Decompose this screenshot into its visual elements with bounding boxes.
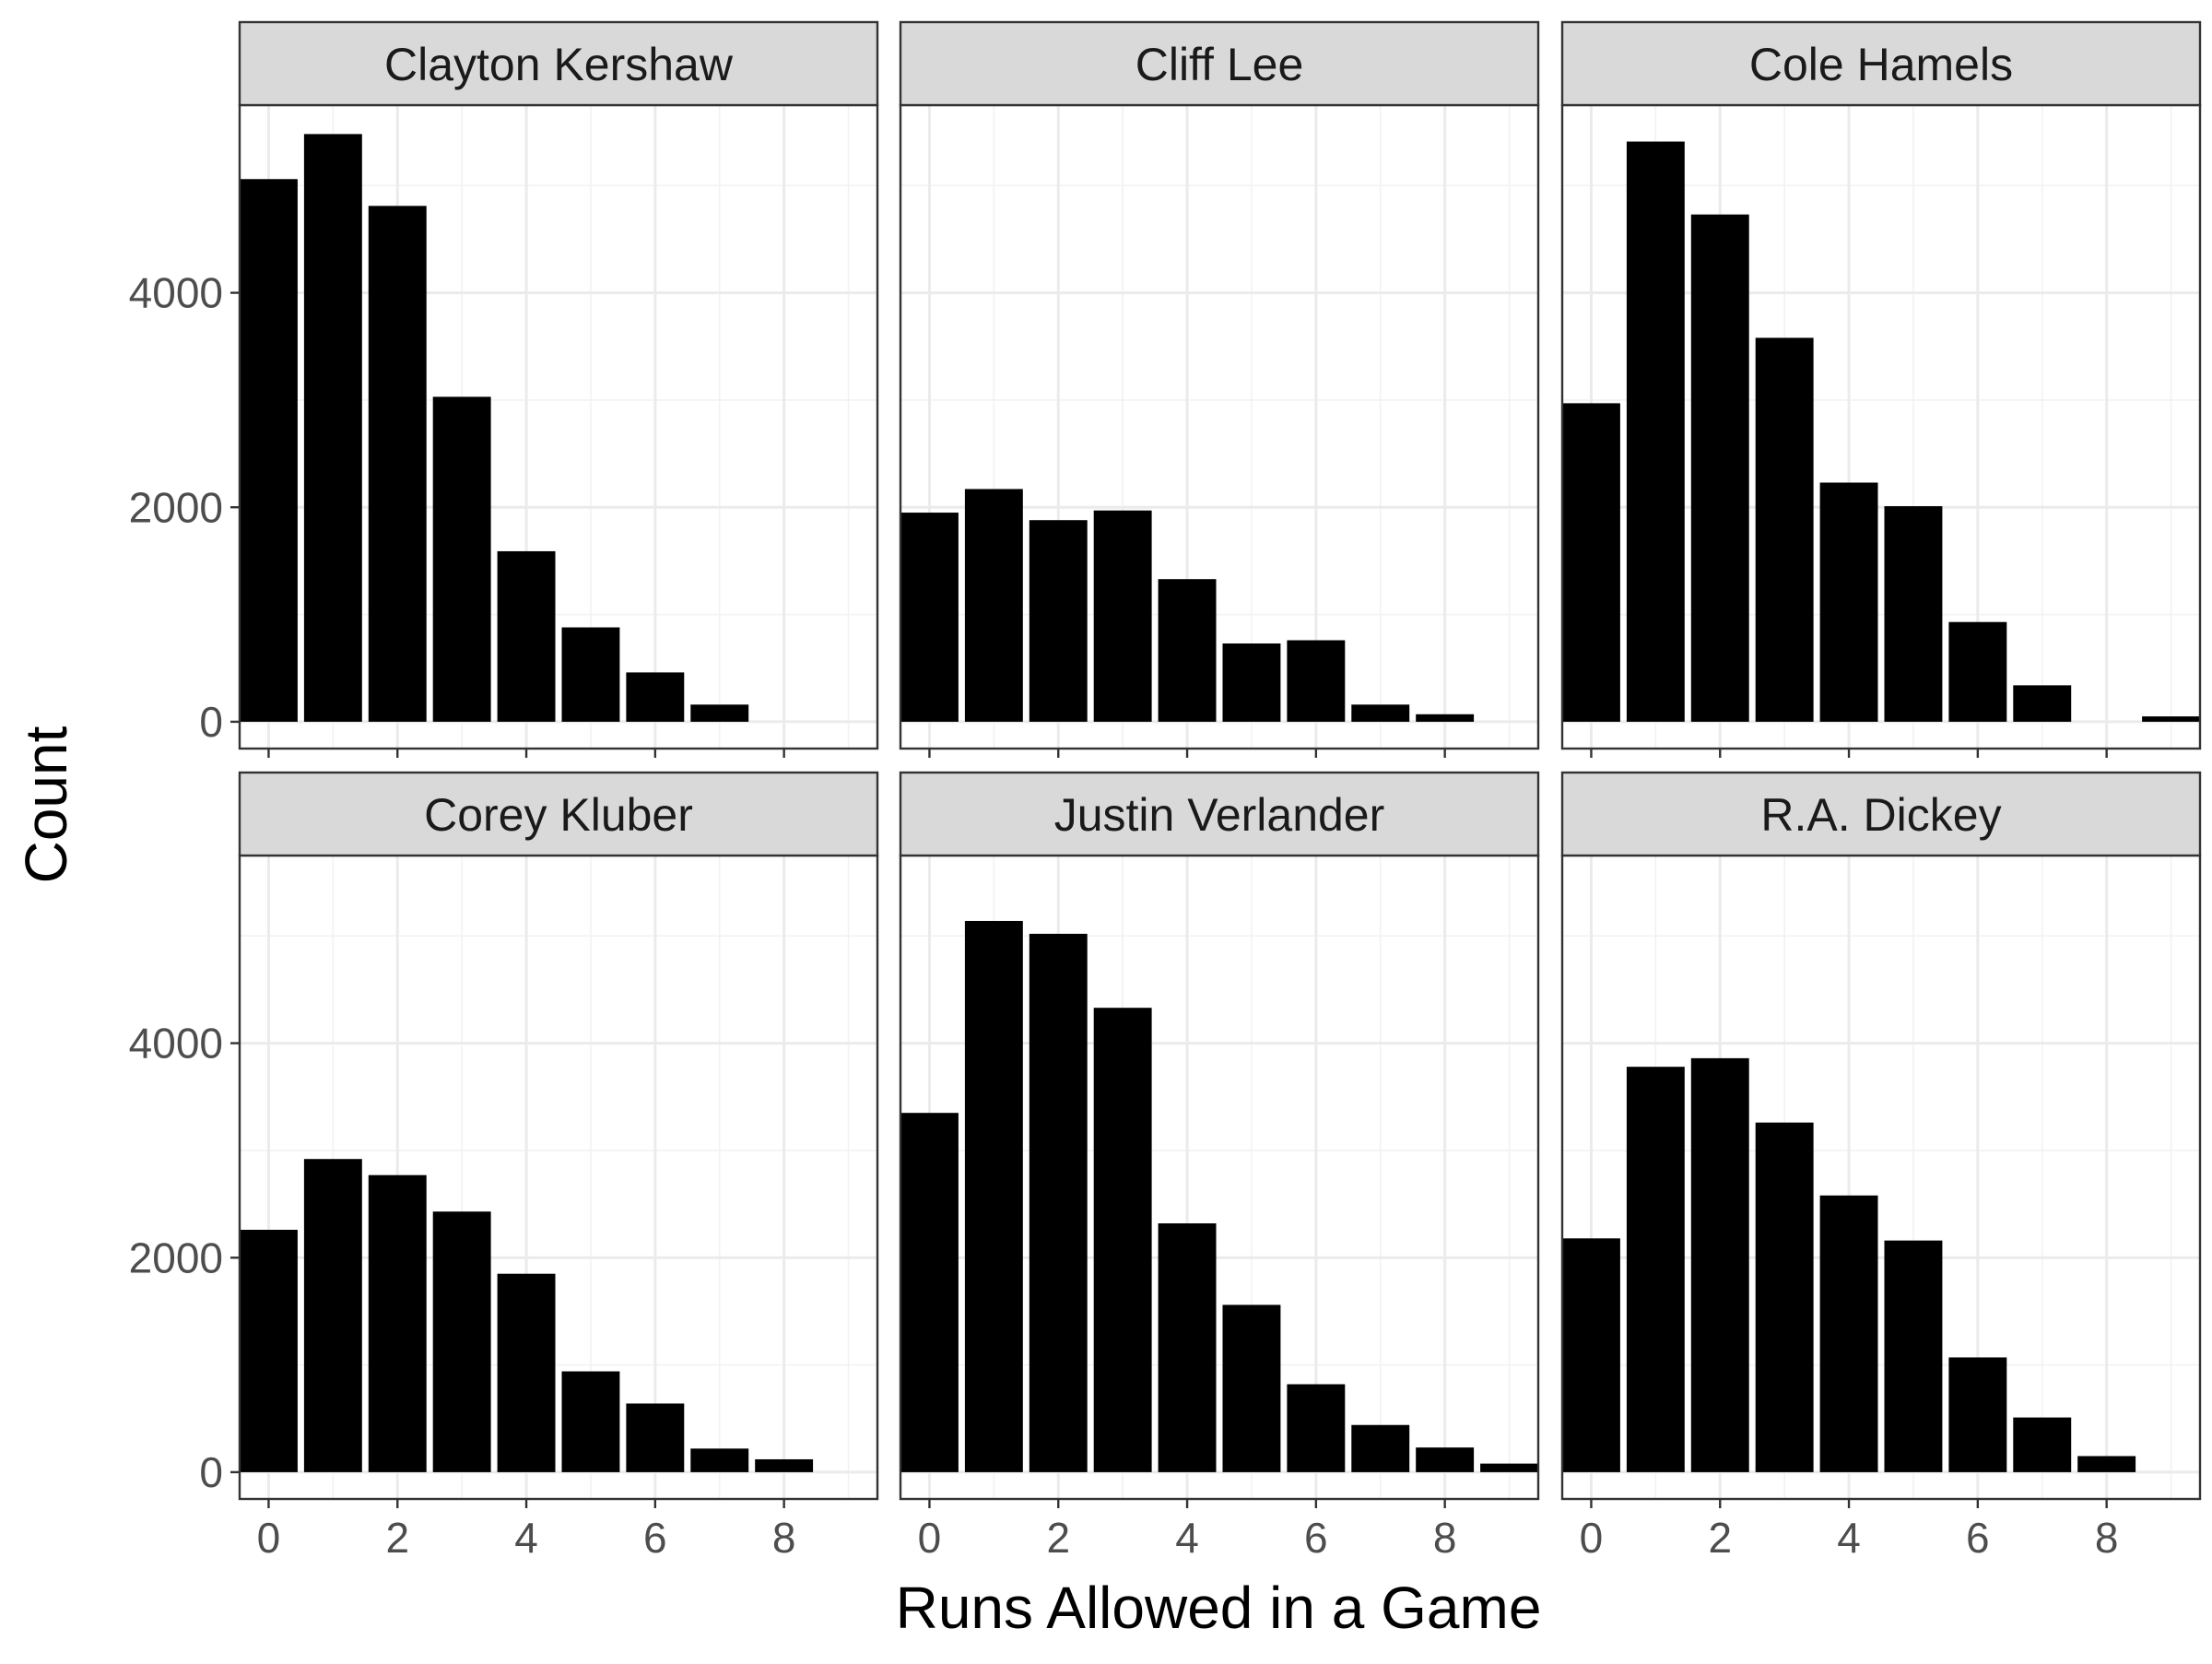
y-tick-label: 2000 (129, 1233, 223, 1281)
bar (2013, 685, 2071, 722)
bar (965, 489, 1023, 721)
x-tick-label: 6 (1304, 1514, 1328, 1562)
bar (498, 551, 556, 722)
x-tick-label: 2 (1046, 1514, 1070, 1562)
bar (1416, 714, 1474, 722)
bar (369, 1175, 427, 1472)
bar (900, 1113, 959, 1472)
bar (1287, 1385, 1345, 1472)
y-tick-label: 2000 (129, 483, 223, 531)
x-tick-label: 0 (1580, 1514, 1604, 1562)
x-tick-label: 4 (1175, 1514, 1199, 1562)
bar (369, 206, 427, 722)
x-tick-label: 4 (514, 1514, 538, 1562)
facet-panel: Corey Kluber 0 2000 4000 0 2 4 6 8 (129, 773, 877, 1562)
x-axis-title: Runs Allowed in a Game (896, 1575, 1542, 1641)
facet-panel: Cole Hamels (1562, 22, 2200, 758)
bar (2142, 716, 2200, 722)
bar (900, 513, 959, 722)
y-tick-label: 4000 (129, 1020, 223, 1068)
x-tick-label: 6 (643, 1514, 667, 1562)
bar (1159, 579, 1217, 722)
bar (690, 704, 748, 722)
bar (1884, 1241, 1942, 1472)
bar (498, 1274, 556, 1472)
bar (1222, 643, 1280, 722)
x-tick-label: 2 (385, 1514, 409, 1562)
bar (1562, 1238, 1620, 1472)
bar (304, 134, 362, 722)
bar (1030, 934, 1088, 1472)
bar (561, 1372, 619, 1472)
bar (1094, 1008, 1152, 1472)
facet-panel: Cliff Lee (900, 22, 1538, 758)
facet-panel: R.A. Dickey 0 2 4 6 8 (1562, 773, 2200, 1562)
facet-strip-label: Corey Kluber (424, 789, 693, 841)
x-tick-label: 2 (1708, 1514, 1732, 1562)
x-tick-label: 8 (1433, 1514, 1457, 1562)
bar (1480, 1464, 1538, 1472)
bar (2013, 1418, 2071, 1472)
bar (1416, 1447, 1474, 1472)
x-tick-label: 0 (257, 1514, 281, 1562)
bar (1820, 1196, 1878, 1472)
bar (690, 1448, 748, 1472)
bar (1094, 511, 1152, 722)
x-tick-label: 8 (2095, 1514, 2119, 1562)
bar (1884, 506, 1942, 722)
bar (433, 1211, 491, 1472)
bar (1820, 482, 1878, 721)
bar (1691, 1058, 1749, 1472)
bar (1756, 337, 1814, 721)
bar (1351, 704, 1409, 722)
bar (2077, 1456, 2136, 1471)
y-tick-label: 0 (199, 698, 223, 746)
bar (1222, 1304, 1280, 1471)
bar (1948, 1357, 2006, 1471)
x-tick-label: 6 (1966, 1514, 1990, 1562)
facet-strip-label: Justin Verlander (1054, 789, 1385, 841)
facet-panel: Clayton Kershaw 0 2000 4000 (129, 22, 877, 758)
bar (626, 1403, 684, 1471)
bar (1756, 1123, 1814, 1472)
bar (1627, 142, 1685, 722)
bar (1159, 1223, 1217, 1472)
facet-strip-label: Cole Hamels (1749, 39, 2013, 90)
bar (1627, 1067, 1685, 1472)
x-tick-label: 8 (772, 1514, 796, 1562)
y-tick-label: 4000 (129, 269, 223, 317)
bar (1351, 1425, 1409, 1472)
bar (433, 396, 491, 721)
bar (304, 1159, 362, 1472)
bar (1562, 403, 1620, 722)
facet-strip-label: Cliff Lee (1135, 39, 1304, 90)
y-tick-label: 0 (199, 1448, 223, 1496)
y-axis-title: Count (13, 726, 79, 883)
bar (965, 921, 1023, 1472)
bar (755, 1459, 813, 1472)
bar (626, 672, 684, 722)
bar (1287, 641, 1345, 722)
x-tick-label: 4 (1837, 1514, 1861, 1562)
facet-strip-label: R.A. Dickey (1760, 789, 2001, 841)
bar (561, 628, 619, 722)
x-tick-label: 0 (918, 1514, 942, 1562)
bar (240, 179, 298, 722)
bar (1948, 622, 2006, 722)
facet-panel: Justin Verlander 0 2 4 6 8 (900, 773, 1538, 1562)
facet-strip-label: Clayton Kershaw (384, 39, 734, 90)
bar (1030, 520, 1088, 722)
bar (1691, 215, 1749, 722)
bar (240, 1230, 298, 1472)
